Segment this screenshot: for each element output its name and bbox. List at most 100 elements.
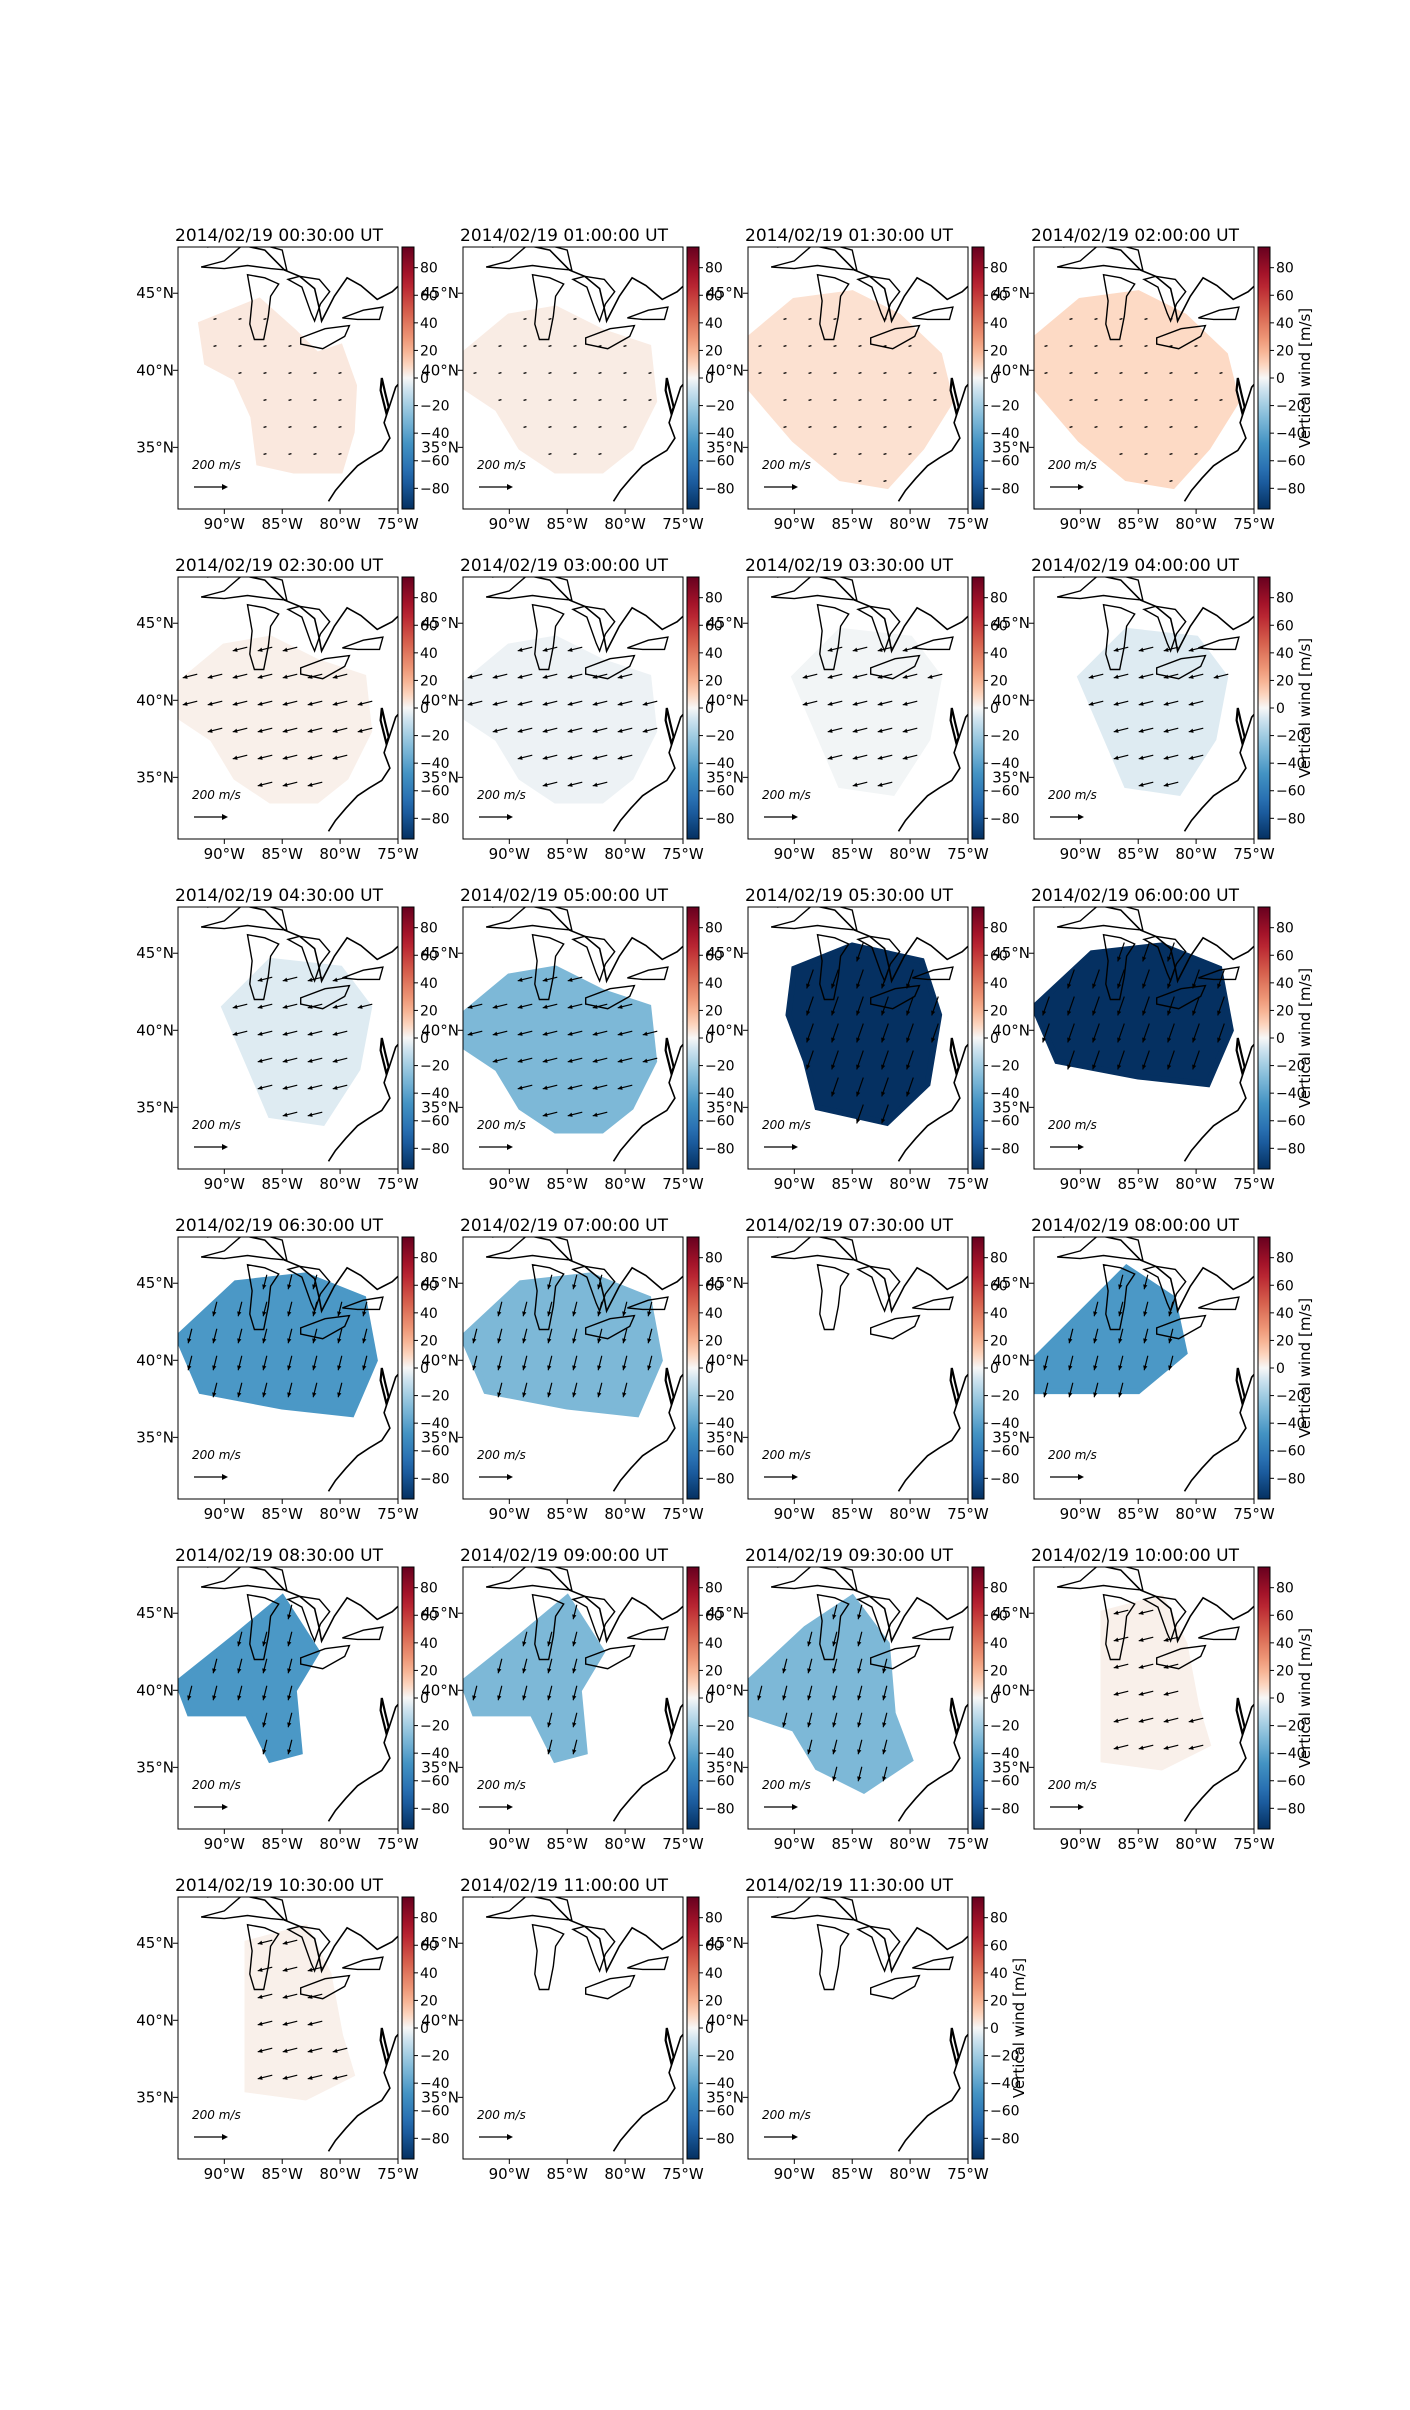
wind-vector <box>883 345 887 347</box>
lon-tick-label: 75°W <box>947 1505 989 1523</box>
map-area <box>178 1567 398 1822</box>
wind-vector-head <box>497 1311 502 1317</box>
wind-vector <box>548 399 552 401</box>
lon-tick-label: 80°W <box>604 515 646 533</box>
coastline <box>949 377 960 418</box>
lon-tick-label: 80°W <box>604 1175 646 1193</box>
scale-arrow-head <box>792 1474 798 1480</box>
wind-vector <box>473 345 477 347</box>
scale-arrow-head <box>222 814 228 820</box>
map-area <box>197 247 398 502</box>
colorbar-tick-label: 20 <box>705 673 723 689</box>
wind-vector-head <box>262 1749 267 1755</box>
wind-vector-head <box>237 1338 242 1344</box>
wind-vector-head <box>187 1365 192 1371</box>
colorbar-tick-label: 0 <box>990 1361 999 1377</box>
wind-vector-head <box>187 1338 192 1344</box>
lat-tick-label: 40°N <box>706 2011 744 2029</box>
wind-vector-head <box>1142 1064 1147 1070</box>
wind-vector-head <box>262 1392 267 1398</box>
coastline <box>949 1697 960 1738</box>
wind-vector-head <box>522 1668 527 1674</box>
lat-tick-label: 35°N <box>136 1098 174 1116</box>
wind-vector-head <box>307 2021 313 2026</box>
wind-vector-head <box>877 674 883 679</box>
wind-vector-head <box>357 728 363 733</box>
great-lake <box>246 273 280 341</box>
colorbar <box>401 576 415 840</box>
wind-vector-head <box>1067 983 1072 989</box>
great-lake <box>627 636 669 651</box>
colorbar-tick-label: 20 <box>420 1003 438 1019</box>
wind-vector-head <box>642 701 648 706</box>
map-frame <box>462 576 684 840</box>
vertical-wind-region <box>463 965 658 1134</box>
wind-vector <box>1144 480 1148 482</box>
wind-vector-head <box>592 1004 598 1009</box>
wind-vector <box>1094 318 1098 320</box>
wind-vector <box>858 318 862 320</box>
map-panel: 2014/02/19 08:30:00 UT 90°W 85°W 80°W 75°W 45… <box>136 1546 449 1853</box>
lon-tick-label: 75°W <box>662 515 704 533</box>
wind-vector-head <box>857 1641 862 1647</box>
coastline <box>664 1367 675 1408</box>
wind-vector-head <box>881 1091 886 1097</box>
colorbar-tick-label: −20 <box>705 2049 735 2065</box>
colorbar-tick-label: −40 <box>420 426 450 442</box>
great-lake <box>1198 966 1240 981</box>
colorbar-tick-label: −20 <box>1276 1719 1306 1735</box>
colorbar-tick-label: 0 <box>705 1691 714 1707</box>
wind-vector-head <box>542 755 548 760</box>
colorbar-tick-label: −40 <box>420 2076 450 2092</box>
wind-vector-head <box>1113 1691 1119 1696</box>
lon-tick-label: 80°W <box>319 845 361 863</box>
wind-vector-head <box>332 1004 338 1009</box>
colorbar-tick-label: 80 <box>990 1581 1008 1597</box>
wind-vector-head <box>572 1392 577 1398</box>
great-lake <box>1198 1626 1240 1641</box>
wind-vector-head <box>1142 1037 1147 1043</box>
great-lake <box>585 1314 636 1340</box>
colorbar-tick-label: 40 <box>705 976 723 992</box>
colorbar-tick-label: 80 <box>420 591 438 607</box>
coastline <box>612 1021 683 1162</box>
colorbar-tick-label: −80 <box>420 2131 450 2147</box>
lat-tick-label: 40°N <box>992 1021 1030 1039</box>
map-area <box>201 1897 398 2152</box>
colorbar <box>971 1896 985 2160</box>
lat-tick-label: 35°N <box>706 768 744 786</box>
wind-vector-head <box>207 701 213 706</box>
wind-vector <box>883 426 887 428</box>
map-frame <box>177 1896 399 2160</box>
colorbar-tick-label: −80 <box>990 811 1020 827</box>
lat-tick-label: 45°N <box>421 614 459 632</box>
wind-vector-head <box>567 701 573 706</box>
colorbar-tick-label: 60 <box>420 948 438 964</box>
wind-vector-head <box>782 1695 787 1701</box>
wind-vector-head <box>1093 1365 1098 1371</box>
vertical-wind-region <box>463 305 658 474</box>
wind-vector <box>1144 399 1148 401</box>
wind-vector-head <box>1138 1664 1144 1669</box>
colorbar-tick-label: −40 <box>990 756 1020 772</box>
wind-vector-head <box>1163 647 1169 652</box>
wind-vector-head <box>1118 1365 1123 1371</box>
colorbar-tick-label: −20 <box>420 1389 450 1405</box>
colorbar-tick-label: −20 <box>705 1059 735 1075</box>
wind-vector-head <box>931 1037 936 1043</box>
great-lake <box>201 247 288 271</box>
wind-vector <box>548 318 552 320</box>
lat-tick-label: 45°N <box>992 1274 1030 1292</box>
colorbar-tick-label: 40 <box>1276 976 1294 992</box>
vertical-wind-region <box>785 942 943 1127</box>
wind-vector <box>808 372 812 374</box>
coastline <box>327 1681 398 1822</box>
wind-vector-head <box>832 1749 837 1755</box>
wind-vector-head <box>257 782 263 787</box>
wind-vector <box>498 399 502 401</box>
wind-vector-head <box>852 647 858 652</box>
wind-vector-head <box>1067 1037 1072 1043</box>
wind-vector-head <box>1188 647 1194 652</box>
wind-vector-head <box>517 674 523 679</box>
wind-vector-head <box>877 782 883 787</box>
